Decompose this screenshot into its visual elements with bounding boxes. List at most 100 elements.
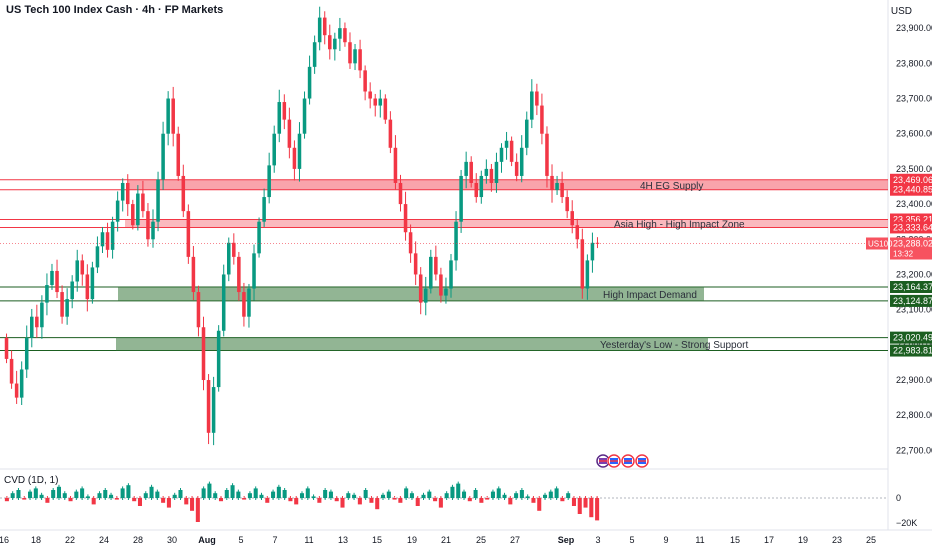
candle-body <box>560 182 564 198</box>
candle-body <box>434 256 438 275</box>
candle-body <box>14 383 19 398</box>
cvd-bar <box>473 490 478 498</box>
candle-body <box>252 253 256 289</box>
cvd-bar <box>56 486 61 498</box>
candle-body <box>181 175 186 212</box>
cvd-bar <box>502 494 507 498</box>
price-tag-label: 23,164.37 <box>893 282 932 292</box>
cvd-bar <box>352 494 357 498</box>
us-flag-icon <box>621 454 635 468</box>
cvd-bar <box>80 488 85 498</box>
candle-body <box>24 337 29 370</box>
candle-body <box>232 242 236 257</box>
symbol-tag <box>866 237 888 250</box>
candle-body <box>540 105 544 134</box>
candle-body <box>535 91 539 106</box>
cvd-bar <box>369 498 374 503</box>
cvd-bar <box>91 498 96 505</box>
candle-body <box>469 161 473 183</box>
candle-body <box>85 274 90 300</box>
cvd-tick-label: 0 <box>896 493 901 503</box>
cvd-bar <box>28 491 33 498</box>
cvd-bar <box>438 498 443 508</box>
candle-body <box>156 179 160 222</box>
time-tick-label: 24 <box>99 535 109 545</box>
candle-body <box>439 274 443 296</box>
cvd-bar <box>45 498 50 503</box>
cvd-bar <box>571 498 576 506</box>
candle-body <box>449 260 453 289</box>
cvd-bar <box>282 490 287 498</box>
candle-body <box>90 267 95 300</box>
time-tick-label: 19 <box>798 535 808 545</box>
current-price-value: 23,288.02 <box>893 238 932 248</box>
cvd-bar <box>583 498 588 508</box>
time-tick-label: 28 <box>133 535 143 545</box>
candle-body <box>110 221 115 250</box>
time-tick-label: 21 <box>441 535 451 545</box>
candle-body <box>524 119 529 148</box>
cvd-bar <box>433 498 438 502</box>
zone-label: Asia High - High Impact Zone <box>614 219 745 230</box>
candle-body <box>226 242 231 275</box>
cvd-bar <box>490 491 495 498</box>
cvd-bar <box>236 491 241 498</box>
candle-body <box>30 316 34 338</box>
cvd-bar <box>10 493 15 498</box>
candle-body <box>206 380 211 433</box>
price-tag-label: 23,124.87 <box>893 296 932 306</box>
price-tag-label: 23,440.85 <box>893 185 932 195</box>
time-tick-label: 16 <box>0 535 9 545</box>
candle-body <box>550 175 554 191</box>
candle-body <box>201 327 206 381</box>
cvd-bar <box>39 494 44 498</box>
cvd-bar <box>485 498 490 500</box>
candle-body <box>474 182 479 198</box>
candle-body <box>277 102 282 134</box>
candle-body <box>555 182 559 191</box>
candle-body <box>338 28 342 39</box>
cvd-bar <box>531 498 536 503</box>
candle-body <box>413 253 418 275</box>
time-tick-label: 9 <box>663 535 668 545</box>
candle-body <box>257 221 261 254</box>
cvd-bar <box>496 488 501 498</box>
candle-body <box>292 147 297 169</box>
price-tag <box>890 344 932 357</box>
cvd-bar <box>195 498 200 522</box>
price-tag-label: 23,469.06 <box>893 175 932 185</box>
cvd-bar <box>265 498 270 503</box>
cvd-bar <box>178 490 183 498</box>
price-tag-label: 23,333.64 <box>893 222 932 232</box>
cvd-bar <box>103 490 108 498</box>
cvd-bar <box>22 498 27 500</box>
us-flag-icon <box>635 454 649 468</box>
cvd-bar <box>16 490 21 498</box>
cvd-bar <box>444 493 449 498</box>
candle-body <box>191 256 196 293</box>
price-tag-label: 23,356.21 <box>893 214 932 224</box>
time-tick-label: 3 <box>595 535 600 545</box>
candle-body <box>186 211 191 257</box>
candle-body <box>282 102 287 120</box>
cvd-bar <box>467 498 472 502</box>
candle-body <box>358 49 362 71</box>
cvd-bar <box>51 490 56 498</box>
cvd-indicator-label[interactable]: CVD (1D, 1) <box>4 475 59 486</box>
cvd-bar <box>508 498 513 505</box>
cvd-bar <box>4 498 9 502</box>
cvd-tick-label: −20K <box>896 518 917 528</box>
candle-body <box>65 299 69 317</box>
cvd-bar <box>456 483 461 498</box>
candle-body <box>499 147 504 162</box>
candle-body <box>585 260 590 289</box>
candle-body <box>393 147 398 183</box>
cvd-bar <box>577 498 582 514</box>
cvd-bar <box>132 498 137 502</box>
cvd-bar <box>207 483 212 498</box>
candle-body <box>489 168 494 183</box>
candle-body <box>75 260 80 282</box>
cvd-bar <box>294 498 299 505</box>
cvd-bar <box>421 494 426 498</box>
